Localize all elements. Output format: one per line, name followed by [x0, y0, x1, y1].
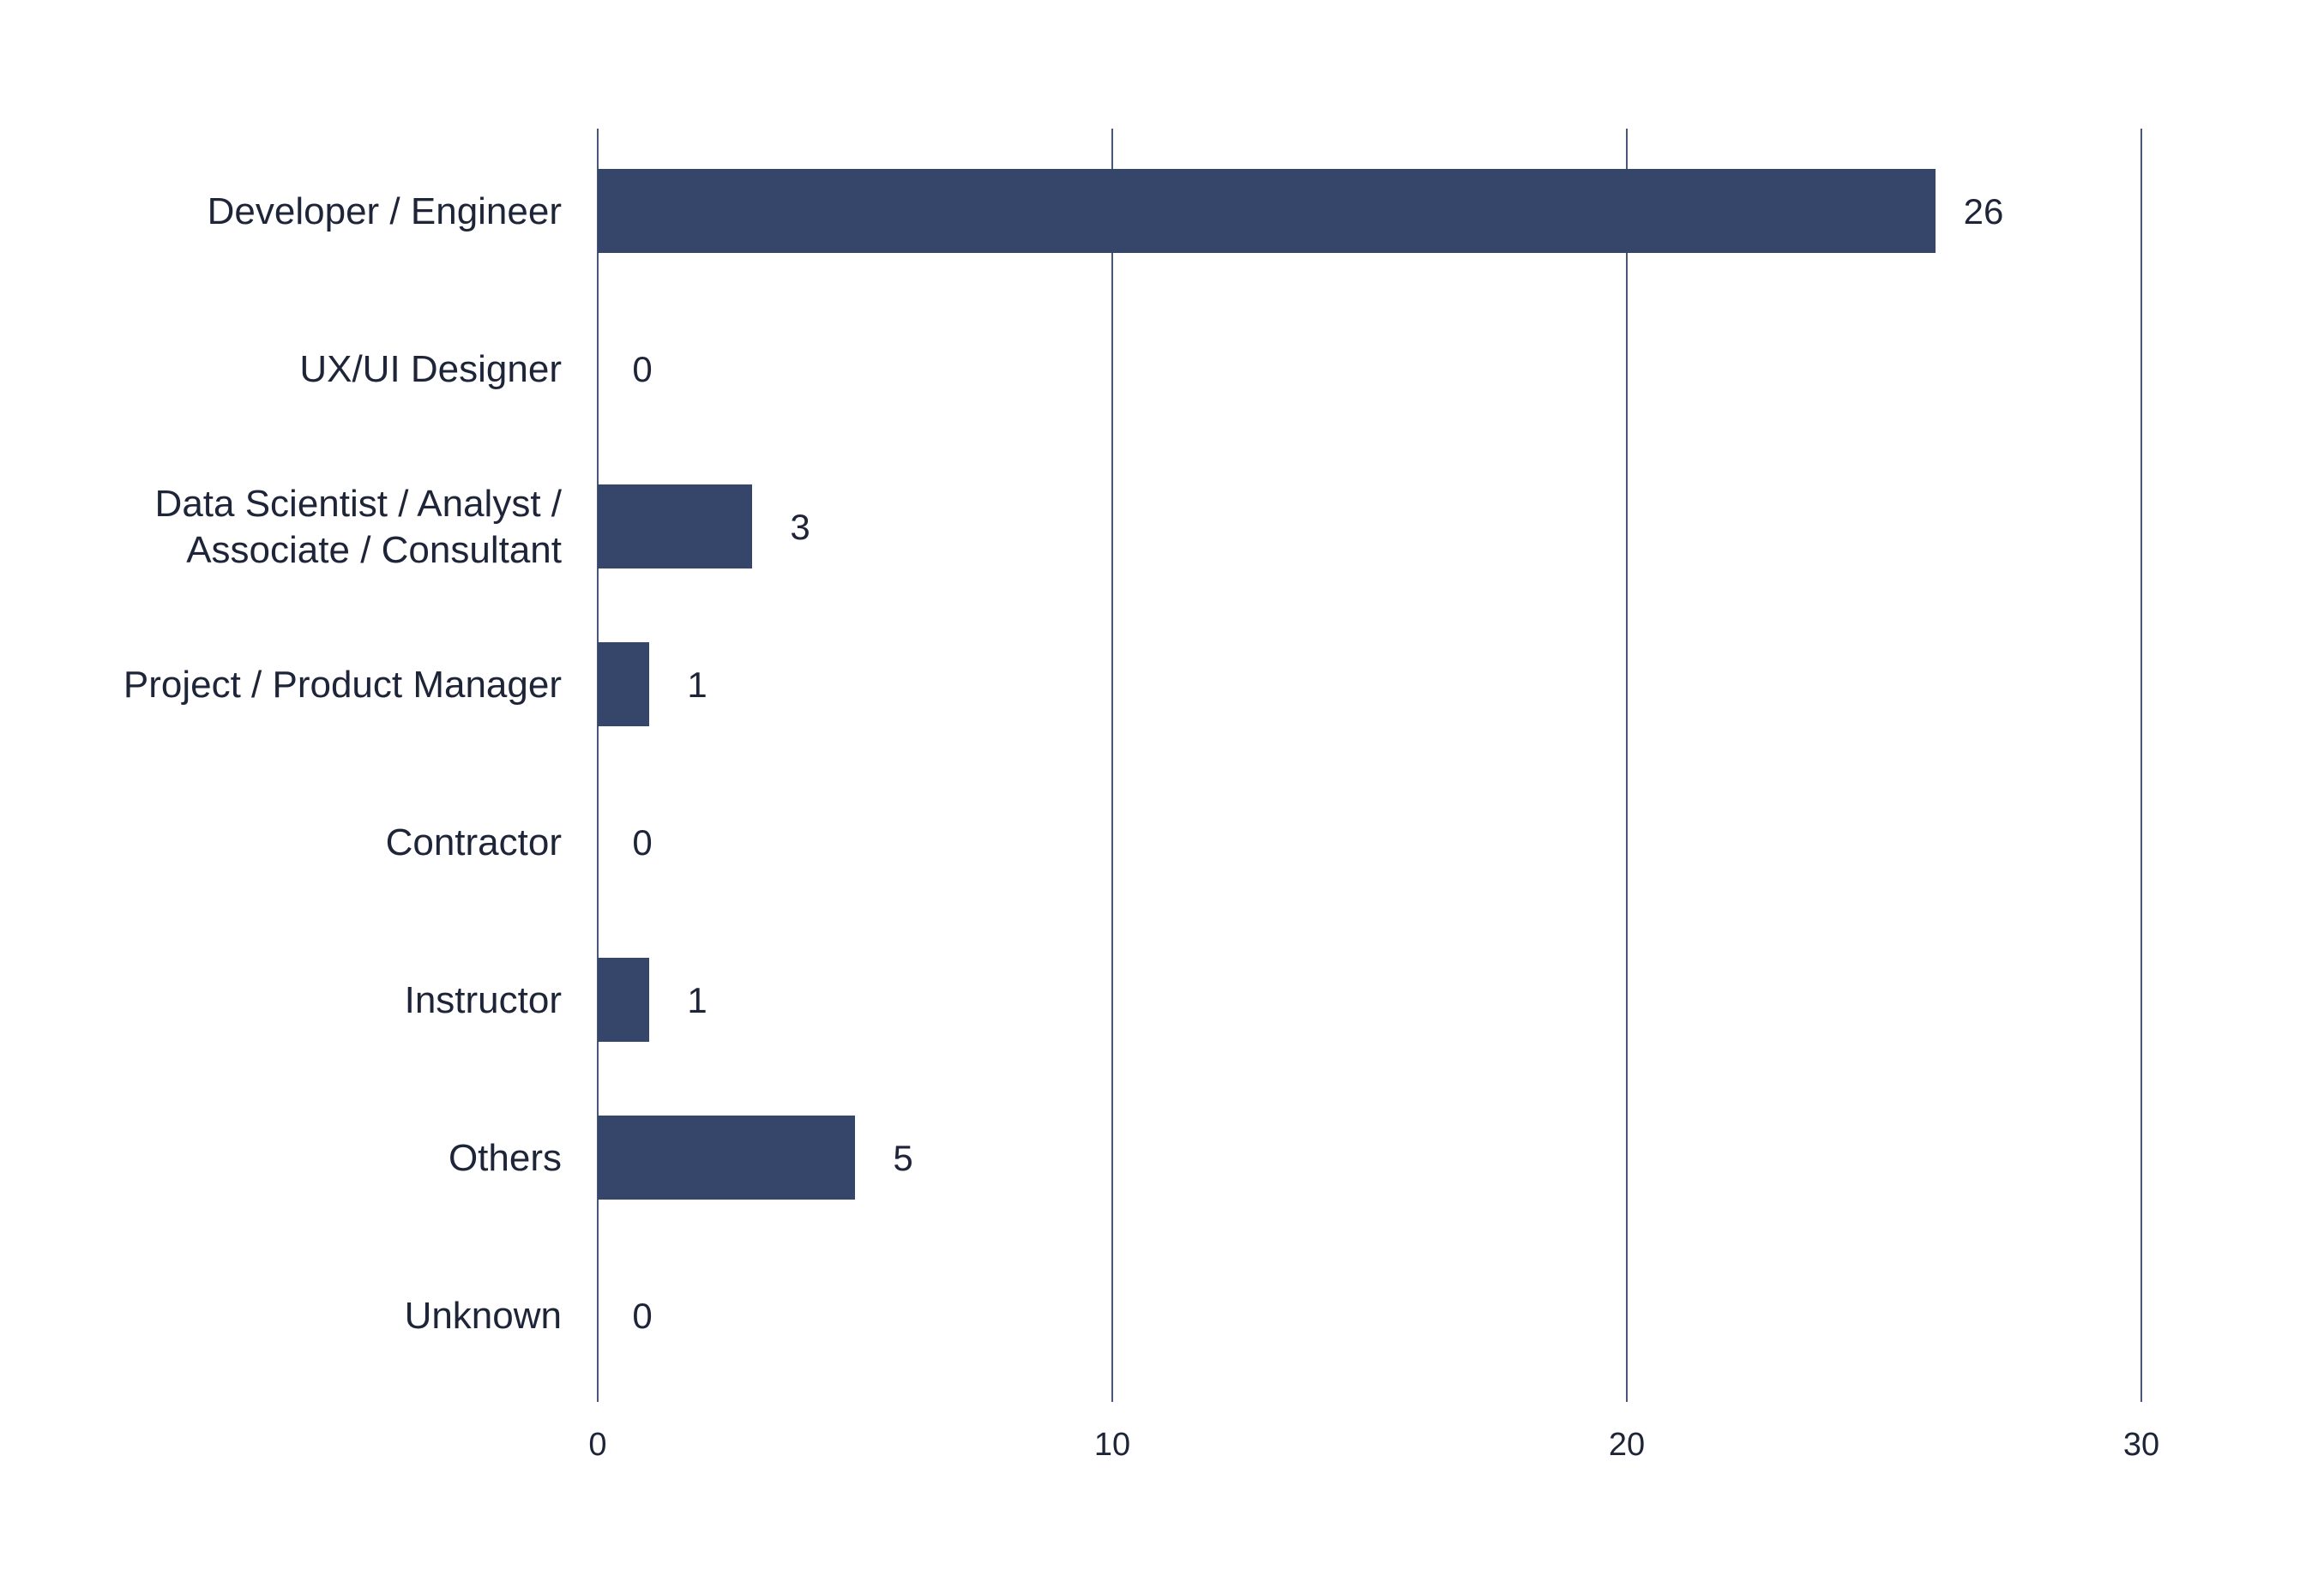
bar-value-label: 3 [790, 507, 810, 547]
category-label-line: Data Scientist / Analyst / [155, 483, 563, 525]
category-label: Contractor [386, 821, 562, 863]
x-tick-label: 10 [1094, 1427, 1130, 1463]
bar [598, 958, 649, 1042]
category-label-line: Others [449, 1137, 562, 1179]
category-label: Project / Product Manager [123, 664, 562, 706]
grid-lines [597, 129, 2142, 1402]
bar-value-label: 0 [632, 822, 652, 863]
bar-value-label: 1 [687, 665, 707, 705]
bar-value-label: 1 [687, 980, 707, 1020]
bar [598, 642, 649, 726]
x-axis-ticks: 0 10 20 30 [588, 1427, 2159, 1463]
category-label: UX/UI Designer [299, 348, 562, 390]
category-label: Data Scientist / Analyst / Associate / Co… [155, 483, 563, 571]
bar [598, 169, 1936, 253]
category-label: Developer / Engineer [208, 190, 562, 232]
bar-value-label: 0 [632, 1296, 652, 1336]
category-label: Instructor [405, 979, 562, 1021]
category-label-line: Developer / Engineer [208, 190, 562, 232]
category-label: Others [449, 1137, 562, 1179]
bar-value-label: 26 [1964, 191, 2004, 232]
bar-value-label: 5 [893, 1138, 912, 1178]
category-labels: Developer / Engineer UX/UI Designer Data S… [123, 190, 563, 1337]
x-tick-label: 0 [588, 1427, 606, 1463]
category-label-line: Instructor [405, 979, 562, 1021]
bar-value-label: 0 [632, 349, 652, 389]
category-label-line: Contractor [386, 821, 562, 863]
value-labels: 26 0 3 1 0 1 5 0 [632, 191, 2003, 1336]
bar [598, 1116, 855, 1200]
category-label-line: Associate / Consultant [186, 529, 562, 571]
category-label-line: Unknown [405, 1295, 562, 1337]
x-tick-label: 20 [1609, 1427, 1645, 1463]
bar [598, 484, 752, 568]
x-tick-label: 30 [2123, 1427, 2159, 1463]
bars [598, 169, 1936, 1200]
category-label-line: UX/UI Designer [299, 348, 562, 390]
category-label: Unknown [405, 1295, 562, 1337]
category-label-line: Project / Product Manager [123, 664, 562, 706]
